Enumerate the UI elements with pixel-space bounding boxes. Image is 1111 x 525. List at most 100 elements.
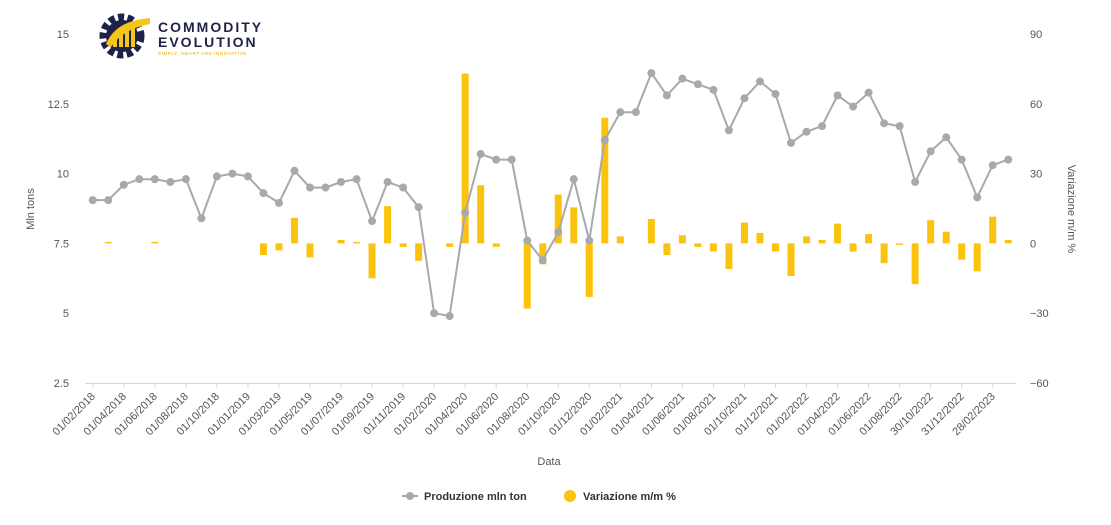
produzione-point (259, 189, 268, 198)
variazione-bar (973, 243, 981, 272)
gear-icon (99, 13, 150, 59)
produzione-point (461, 208, 470, 217)
produzione-point (212, 172, 221, 181)
variazione-bar (399, 243, 407, 247)
y-left-tick-label: 15 (57, 29, 69, 41)
variazione-bar (415, 243, 423, 261)
variazione-bar (849, 243, 857, 252)
legend-label-variazione: Variazione m/m % (583, 491, 676, 503)
commodity-evolution-logo: COMMODITY EVOLUTION SIMPLY, SMART AND IN… (99, 13, 263, 59)
produzione-point (631, 108, 640, 117)
variazione-bar (570, 207, 578, 244)
variazione-bar (989, 216, 997, 244)
variazione-bar (104, 241, 112, 244)
produzione-point (740, 94, 749, 103)
y-right-tick-label: 90 (1030, 29, 1042, 41)
produzione-point (135, 175, 144, 184)
produzione-point (368, 217, 377, 226)
variazione-bar (601, 117, 609, 244)
produzione-point (585, 236, 594, 245)
y-left-tick-label: 12.5 (48, 99, 69, 111)
variazione-bar (787, 243, 795, 276)
produzione-point (755, 77, 764, 86)
x-axis-title: Data (537, 456, 561, 468)
produzione-point (802, 127, 811, 136)
variazione-bar (647, 218, 655, 244)
produzione-point (119, 180, 128, 189)
produzione-point (724, 126, 733, 135)
produzione-point (197, 214, 206, 223)
produzione-point (430, 309, 439, 318)
produzione-point (880, 119, 889, 128)
produzione-point (942, 133, 951, 142)
variazione-bar (725, 243, 733, 269)
variazione-bar (927, 220, 935, 244)
variazione-bar (694, 243, 702, 247)
variazione-bar (151, 241, 159, 244)
variazione-bar (492, 243, 500, 247)
variazione-bar (709, 243, 717, 252)
produzione-point (337, 177, 346, 186)
y-right-tick-label: 0 (1030, 238, 1036, 250)
variazione-bar (368, 243, 376, 279)
produzione-point (166, 177, 175, 186)
logo-tagline: SIMPLY, SMART AND INNOVATIVE (158, 51, 247, 56)
legend-item-produzione[interactable]: Produzione mln ton (402, 491, 527, 503)
produzione-point (693, 80, 702, 89)
variazione-bar (259, 243, 267, 256)
variazione-bar (818, 239, 826, 244)
produzione-point (662, 91, 671, 100)
variazione-bar (461, 73, 469, 244)
legend-item-variazione[interactable]: Variazione m/m % (564, 490, 676, 503)
produzione-point (538, 256, 547, 265)
produzione-point (973, 193, 982, 202)
variazione-bar (275, 243, 283, 251)
produzione-point (383, 177, 392, 186)
legend-dot-marker (564, 490, 576, 502)
variazione-bar (306, 243, 314, 258)
variazione-bar (523, 243, 531, 309)
variazione-bar (942, 231, 950, 244)
produzione-point (476, 150, 485, 159)
produzione-point (445, 311, 454, 320)
variazione-bar (554, 194, 562, 244)
variazione-bar (880, 243, 888, 264)
y-right-tick-label: −30 (1030, 308, 1049, 320)
variazione-bar (911, 243, 919, 285)
variazione-bar (865, 234, 873, 244)
variazione-bar (384, 206, 392, 244)
y-right-tick-label: −60 (1030, 378, 1049, 390)
logo-line2: EVOLUTION (158, 34, 258, 50)
variazione-bar (1004, 239, 1012, 244)
produzione-point (818, 122, 827, 131)
produzione-point (305, 183, 314, 192)
produzione-point (849, 102, 858, 111)
produzione-point (911, 177, 920, 186)
variazione-bar (616, 236, 624, 244)
produzione-point (1004, 155, 1013, 164)
produzione-point (352, 175, 361, 184)
variazione-bar (290, 217, 298, 244)
variazione-bar (958, 243, 966, 260)
variazione-bar (740, 222, 748, 244)
produzione-point (104, 196, 113, 205)
variazione-bar (477, 185, 485, 244)
variazione-bar (772, 243, 779, 252)
y-right-tick-label: 60 (1030, 99, 1042, 111)
produzione-point (399, 183, 408, 192)
y-left-tick-label: 7.5 (54, 238, 69, 250)
produzione-point (647, 69, 656, 78)
y-right-tick-label: 30 (1030, 169, 1042, 181)
y-axis-right-ticks: −60 −30 0 30 60 90 (1030, 29, 1049, 390)
produzione-point (895, 122, 904, 131)
legend-label-produzione: Produzione mln ton (424, 491, 527, 503)
produzione-point (414, 203, 423, 212)
produzione-point (321, 183, 330, 192)
produzione-point (88, 196, 97, 205)
logo-line1: COMMODITY (158, 19, 263, 35)
produzione-point (507, 155, 516, 164)
produzione-point (988, 161, 997, 170)
produzione-point (181, 175, 190, 184)
produzione-point (492, 155, 501, 164)
